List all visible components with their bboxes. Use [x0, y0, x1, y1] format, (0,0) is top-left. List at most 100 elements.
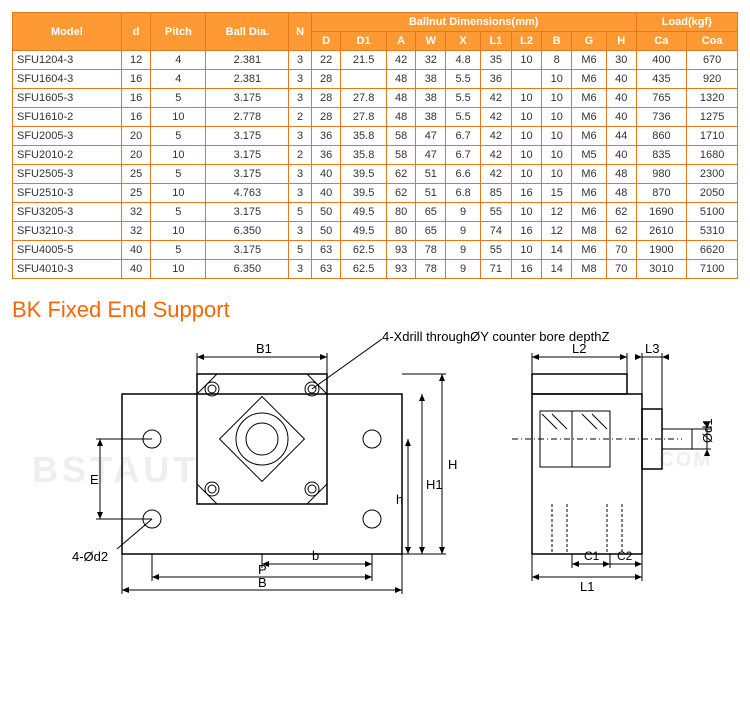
table-cell: 22 — [311, 51, 341, 70]
table-cell: 400 — [636, 51, 687, 70]
col-A: A — [386, 32, 416, 51]
table-cell: SFU1610-2 — [13, 108, 122, 127]
table-cell: 1320 — [687, 89, 738, 108]
col-group-ballnut: Ballnut Dimensions(mm) — [311, 13, 636, 32]
table-cell: 9 — [446, 203, 481, 222]
table-cell: 10 — [511, 89, 542, 108]
table-cell: 42 — [481, 146, 512, 165]
table-cell: 93 — [386, 260, 416, 279]
table-row: SFU2505-32553.17534039.562516.6421010M64… — [13, 165, 738, 184]
label-E: E — [90, 472, 99, 487]
table-cell: 42 — [481, 165, 512, 184]
table-cell: M5 — [572, 146, 607, 165]
table-cell: 40 — [606, 108, 636, 127]
table-cell: SFU3210-3 — [13, 222, 122, 241]
table-cell: 10 — [542, 89, 572, 108]
table-cell: 2050 — [687, 184, 738, 203]
table-cell: 49.5 — [341, 222, 386, 241]
section-title: BK Fixed End Support — [12, 297, 738, 323]
table-cell: 16 — [511, 222, 542, 241]
table-cell: 10 — [151, 222, 206, 241]
table-cell: SFU4010-3 — [13, 260, 122, 279]
table-cell: 870 — [636, 184, 687, 203]
table-cell: 10 — [511, 108, 542, 127]
table-cell: 39.5 — [341, 184, 386, 203]
table-cell: SFU4005-5 — [13, 241, 122, 260]
table-cell: 40 — [121, 260, 151, 279]
table-cell: SFU2005-3 — [13, 127, 122, 146]
table-cell: M6 — [572, 127, 607, 146]
table-row: SFU2005-32053.17533635.858476.7421010M64… — [13, 127, 738, 146]
table-cell: M6 — [572, 70, 607, 89]
table-cell: 10 — [511, 127, 542, 146]
table-cell — [511, 70, 542, 89]
table-cell: 16 — [121, 108, 151, 127]
table-cell: 48 — [606, 165, 636, 184]
table-row: SFU3205-33253.17555049.580659551012M6621… — [13, 203, 738, 222]
col-Ca: Ca — [636, 32, 687, 51]
table-row: SFU4010-340106.35036362.593789711614M870… — [13, 260, 738, 279]
table-cell: 28 — [311, 70, 341, 89]
table-cell: 5 — [151, 241, 206, 260]
table-cell: 16 — [511, 184, 542, 203]
table-cell: 58 — [386, 127, 416, 146]
table-cell: 4.8 — [446, 51, 481, 70]
table-cell: M6 — [572, 165, 607, 184]
col-G: G — [572, 32, 607, 51]
col-group-load: Load(kgf) — [636, 13, 737, 32]
table-cell: M6 — [572, 241, 607, 260]
table-cell: 93 — [386, 241, 416, 260]
col-H: H — [606, 32, 636, 51]
spec-table: Model d Pitch Ball Dia. N Ballnut Dimens… — [12, 12, 738, 279]
table-cell: 49.5 — [341, 203, 386, 222]
table-cell: 40 — [606, 146, 636, 165]
table-cell: 1710 — [687, 127, 738, 146]
table-cell: 8 — [542, 51, 572, 70]
table-cell: 40 — [311, 184, 341, 203]
table-cell: 6.6 — [446, 165, 481, 184]
table-cell: 765 — [636, 89, 687, 108]
table-cell: 1680 — [687, 146, 738, 165]
table-cell: 62 — [386, 184, 416, 203]
table-cell: 38 — [416, 108, 446, 127]
table-body: SFU1204-31242.38132221.542324.835108M630… — [13, 51, 738, 279]
table-cell: SFU2505-3 — [13, 165, 122, 184]
table-cell — [341, 70, 386, 89]
table-cell: 10 — [151, 146, 206, 165]
table-cell: 16 — [121, 70, 151, 89]
table-cell: 70 — [606, 260, 636, 279]
table-cell: 10 — [542, 70, 572, 89]
label-d2: 4-Ød2 — [72, 549, 108, 564]
label-b: b — [312, 548, 319, 563]
table-cell: 4 — [151, 70, 206, 89]
table-cell: 63 — [311, 241, 341, 260]
table-cell: 5 — [151, 165, 206, 184]
label-B: B — [258, 575, 267, 590]
table-cell: 20 — [121, 146, 151, 165]
table-cell: 36 — [311, 146, 341, 165]
table-cell: M8 — [572, 260, 607, 279]
table-cell: 3 — [289, 127, 311, 146]
table-cell: 40 — [311, 165, 341, 184]
table-cell: 2 — [289, 108, 311, 127]
table-cell: SFU2510-3 — [13, 184, 122, 203]
label-hlow: h — [396, 492, 403, 507]
table-cell: 3 — [289, 89, 311, 108]
table-cell: 9 — [446, 222, 481, 241]
table-cell: 835 — [636, 146, 687, 165]
table-cell: 5.5 — [446, 70, 481, 89]
col-X: X — [446, 32, 481, 51]
table-cell: 3 — [289, 70, 311, 89]
table-cell: 35.8 — [341, 127, 386, 146]
table-cell: 62 — [606, 222, 636, 241]
table-row: SFU1604-31642.38132848385.53610M64043592… — [13, 70, 738, 89]
table-cell: 3.175 — [206, 146, 289, 165]
table-cell: 42 — [481, 89, 512, 108]
table-cell: 10 — [511, 165, 542, 184]
table-cell: 6.350 — [206, 260, 289, 279]
table-cell: SFU1604-3 — [13, 70, 122, 89]
table-cell: 80 — [386, 222, 416, 241]
table-cell: 9 — [446, 241, 481, 260]
table-cell: SFU3205-3 — [13, 203, 122, 222]
table-cell: 28 — [311, 89, 341, 108]
